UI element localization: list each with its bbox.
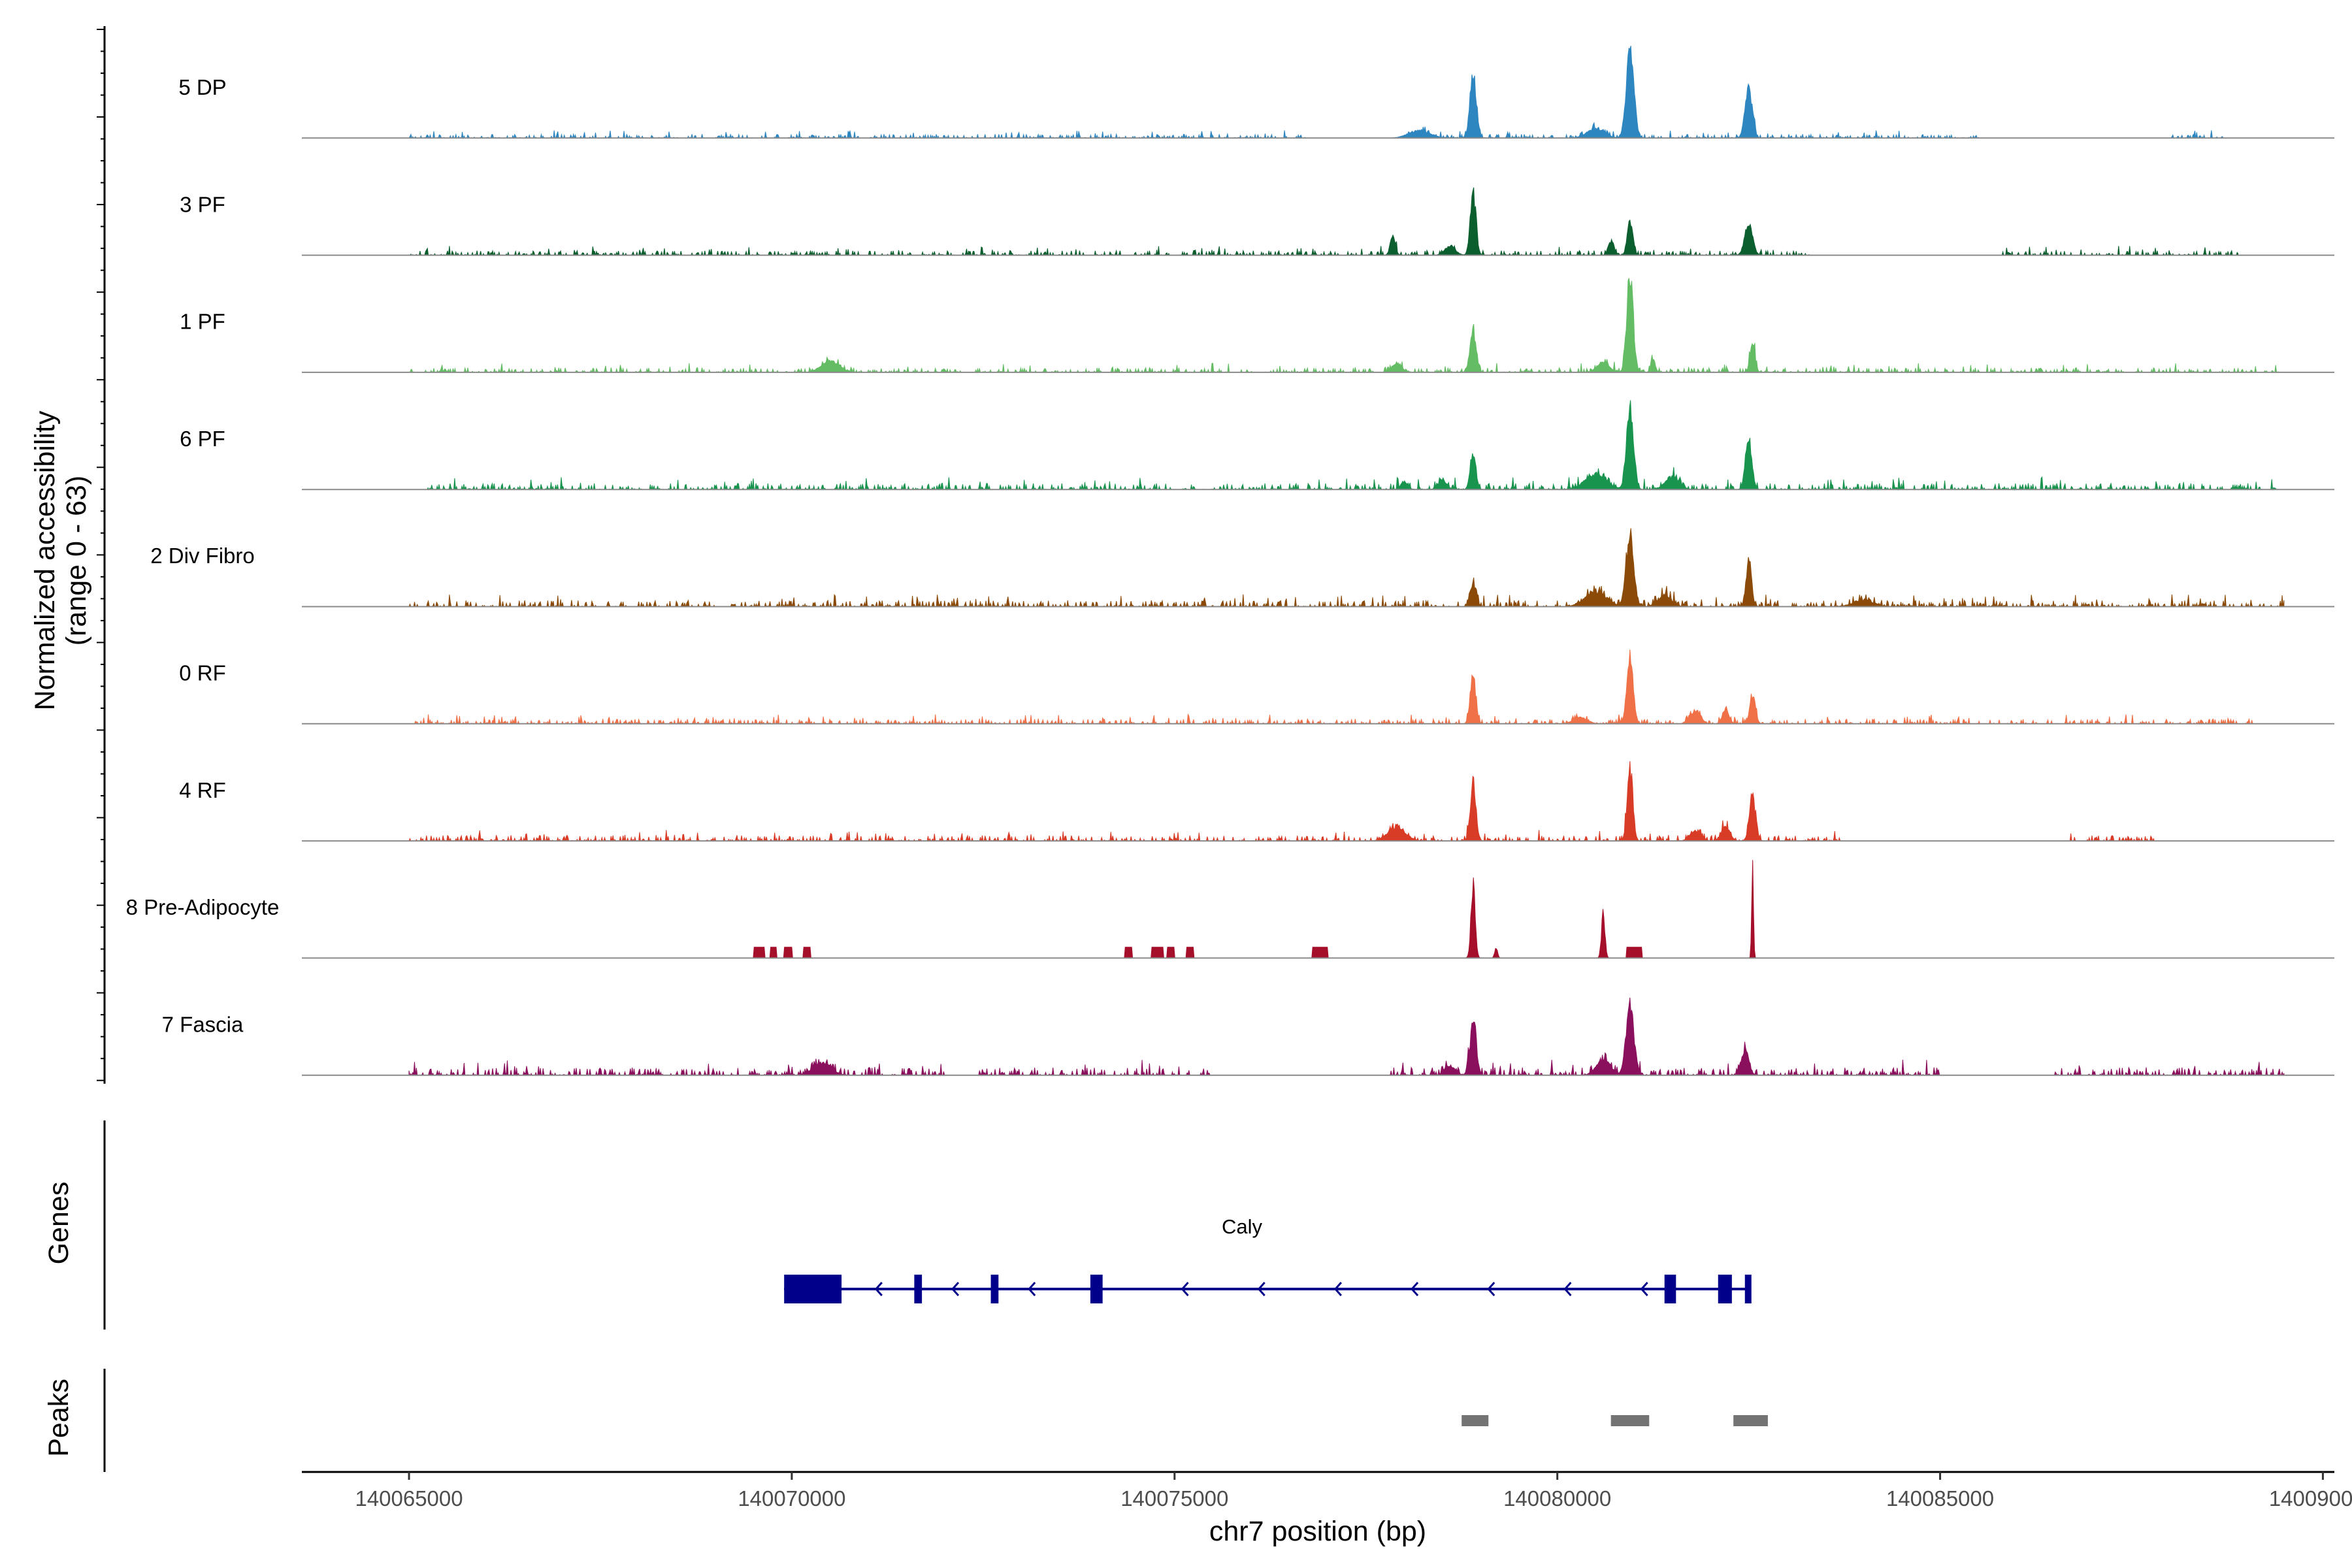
- strand-arrow: [1257, 1281, 1266, 1297]
- gene-exon: [784, 1275, 842, 1303]
- coverage-track: 5 DP: [178, 45, 2334, 140]
- genes-axis-title: Genes: [43, 1182, 74, 1265]
- x-tick-label: 140070000: [738, 1486, 845, 1511]
- x-axis-title: chr7 position (bp): [1209, 1516, 1426, 1547]
- track-label: 8 Pre-Adipocyte: [126, 895, 280, 919]
- y-axis-title-line1: Normalized accessibility: [29, 410, 61, 710]
- strand-arrow: [1487, 1281, 1495, 1297]
- track-label: 7 Fascia: [162, 1012, 244, 1036]
- coverage-track: 4 RF: [179, 760, 2334, 843]
- coverage-track: 2 Div Fibro: [150, 528, 2334, 608]
- y-axis-title: Normalized accessibility(range 0 - 63): [29, 410, 92, 710]
- strand-arrow: [951, 1281, 960, 1297]
- x-axis: 140065000 140070000 140075000 140080000 1400…: [302, 1471, 2352, 1511]
- gene-exon: [914, 1275, 923, 1303]
- peak-region: [1733, 1415, 1768, 1426]
- peak-region: [1610, 1415, 1650, 1426]
- x-tick-label: 140065000: [355, 1486, 463, 1511]
- gene-name-label: Caly: [1222, 1215, 1263, 1238]
- strand-arrow: [1333, 1281, 1342, 1297]
- gene-exon: [1090, 1275, 1103, 1303]
- track-label: 2 Div Fibro: [150, 544, 255, 568]
- strand-arrow: [1181, 1281, 1189, 1297]
- track-label: 0 RF: [179, 661, 226, 685]
- gene-exon: [1718, 1275, 1732, 1303]
- coverage-track: 3 PF: [180, 187, 2334, 257]
- coverage-track: 7 Fascia: [162, 998, 2334, 1077]
- x-tick-label: 140080000: [1503, 1486, 1611, 1511]
- coverage-track: 1 PF: [180, 278, 2334, 374]
- track-label: 3 PF: [180, 192, 225, 216]
- gene-exon: [1744, 1275, 1752, 1303]
- coverage-track: 6 PF: [180, 400, 2334, 491]
- strand-arrow: [1028, 1281, 1036, 1297]
- x-tick-label: 140085000: [1886, 1486, 1994, 1511]
- peaks-track: [1462, 1415, 1768, 1426]
- x-tick-label: 140090000: [2269, 1486, 2352, 1511]
- gene-exon: [1664, 1275, 1676, 1303]
- gene-annotation-track: [784, 1275, 1752, 1303]
- track-label: 5 DP: [178, 75, 226, 99]
- left-axes: [97, 26, 106, 1472]
- y-axis-title-line2: (range 0 - 63): [61, 476, 92, 646]
- track-label: 6 PF: [180, 427, 225, 451]
- strand-arrow: [1563, 1281, 1572, 1297]
- strand-arrow: [1411, 1281, 1419, 1297]
- coverage-tracks: 5 DP 3 PF 1 PF 6 PF 2 Div Fibro 0 RF 4 RF 8 Pre…: [126, 45, 2334, 1077]
- coverage-track: 8 Pre-Adipocyte: [126, 860, 2334, 959]
- track-label: 1 PF: [180, 310, 225, 334]
- strand-arrow: [1640, 1281, 1648, 1297]
- gene-exon: [990, 1275, 999, 1303]
- coverage-track: 0 RF: [179, 649, 2334, 725]
- x-tick-label: 140075000: [1120, 1486, 1228, 1511]
- peaks-axis-title: Peaks: [43, 1379, 74, 1457]
- peak-region: [1462, 1415, 1489, 1426]
- strand-arrow: [874, 1281, 883, 1297]
- track-label: 4 RF: [179, 778, 226, 802]
